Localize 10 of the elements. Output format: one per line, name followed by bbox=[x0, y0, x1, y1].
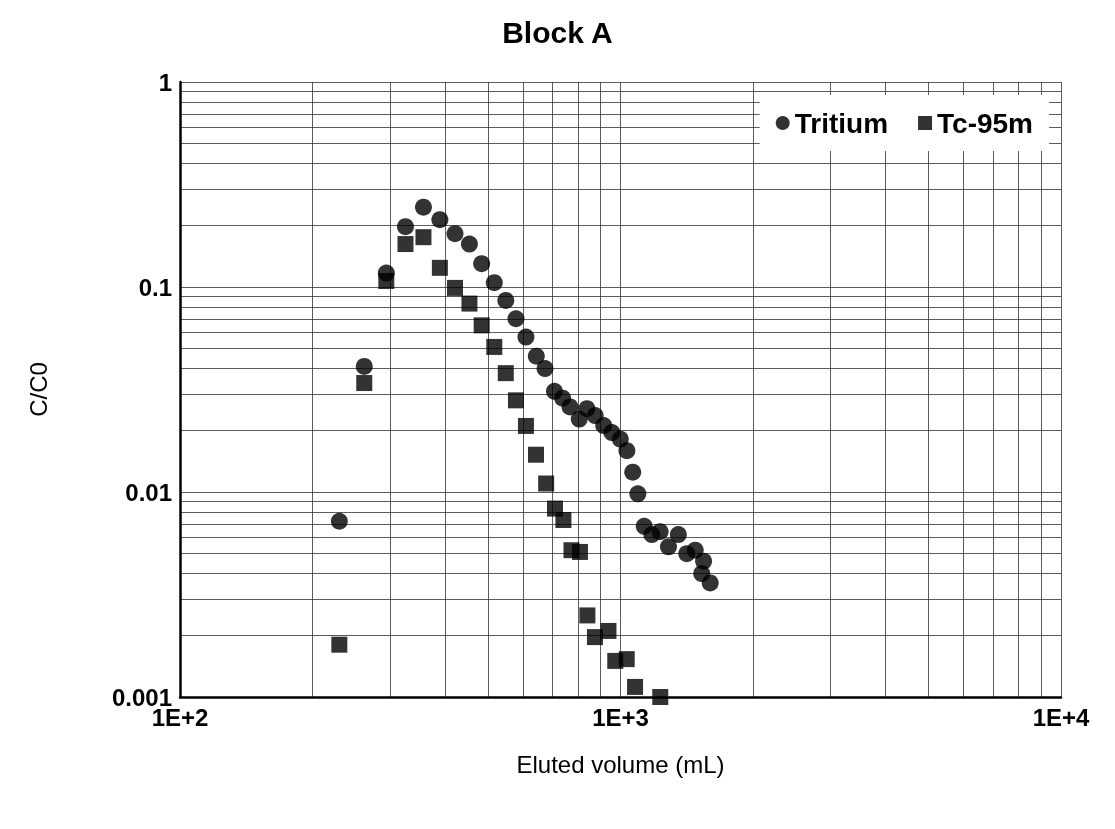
y-tick-label: 1 bbox=[158, 68, 172, 96]
x-tick-label: 1E+4 bbox=[1032, 703, 1091, 731]
x-axis-title: Eluted volume (mL) bbox=[516, 750, 725, 778]
y-axis-title: C/C0 bbox=[24, 362, 52, 417]
y-tick-label: 0.01 bbox=[125, 478, 172, 506]
y-tick-label: 0.1 bbox=[138, 273, 172, 301]
x-tick-label: 1E+3 bbox=[592, 703, 649, 731]
chart-title: Block A bbox=[502, 15, 613, 49]
legend-label: Tc-95m bbox=[937, 107, 1034, 139]
legend-label: Tritium bbox=[794, 107, 889, 139]
